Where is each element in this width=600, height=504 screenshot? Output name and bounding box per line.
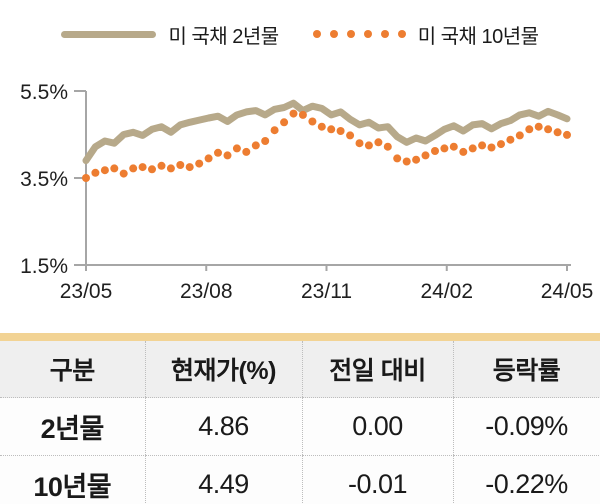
cell-2y-change: 0.00 (301, 397, 453, 456)
col-header-category: 구분 (0, 341, 145, 398)
table-header-row: 구분 현재가(%) 전일 대비 등락률 (0, 341, 600, 398)
cell-2y-rate: -0.09% (452, 397, 600, 456)
table-row-2y: 2년물 4.86 0.00 -0.09% (0, 397, 600, 456)
rates-table-section: 구분 현재가(%) 전일 대비 등락률 2년물 4.86 0.00 -0.09%… (0, 333, 600, 504)
svg-text:23/05: 23/05 (60, 280, 113, 303)
svg-text:24/02: 24/02 (420, 280, 473, 303)
svg-text:23/08: 23/08 (180, 280, 233, 303)
svg-text:23/11: 23/11 (301, 280, 352, 303)
treasury-yield-chart: 5.5% 3.5% 1.5%23/05 23/08 23/11 24/02 24/05 (20, 81, 594, 303)
solid-line-swatch-icon (61, 30, 157, 38)
table-accent-bar (0, 333, 600, 341)
rates-table: 구분 현재가(%) 전일 대비 등락률 2년물 4.86 0.00 -0.09%… (0, 341, 600, 504)
cell-2y-label: 2년물 (0, 397, 145, 456)
cell-10y-label: 10년물 (0, 455, 145, 504)
cell-10y-price: 4.49 (144, 455, 302, 504)
legend-item-10y: 미 국채 10년물 (312, 20, 539, 49)
svg-text:3.5%: 3.5% (20, 168, 68, 191)
table-row-10y: 10년물 4.49 -0.01 -0.22% (0, 455, 600, 504)
col-header-daily-change: 전일 대비 (301, 341, 453, 398)
cell-10y-rate: -0.22% (452, 455, 600, 504)
svg-text:5.5%: 5.5% (20, 81, 68, 104)
col-header-current-price: 현재가(%) (144, 341, 302, 398)
legend-label-2y: 미 국채 2년물 (168, 25, 279, 48)
cell-2y-price: 4.86 (144, 397, 302, 456)
col-header-change-rate: 등락률 (452, 341, 600, 398)
legend-label-10y: 미 국채 10년물 (417, 25, 539, 48)
dotted-line-swatch-icon (312, 30, 406, 38)
svg-text:1.5%: 1.5% (20, 255, 68, 278)
chart-legend: 미 국채 2년물 미 국채 10년물 (0, 16, 600, 52)
cell-10y-change: -0.01 (301, 455, 453, 504)
legend-item-2y: 미 국채 2년물 (61, 20, 279, 49)
svg-text:24/05: 24/05 (541, 280, 594, 303)
